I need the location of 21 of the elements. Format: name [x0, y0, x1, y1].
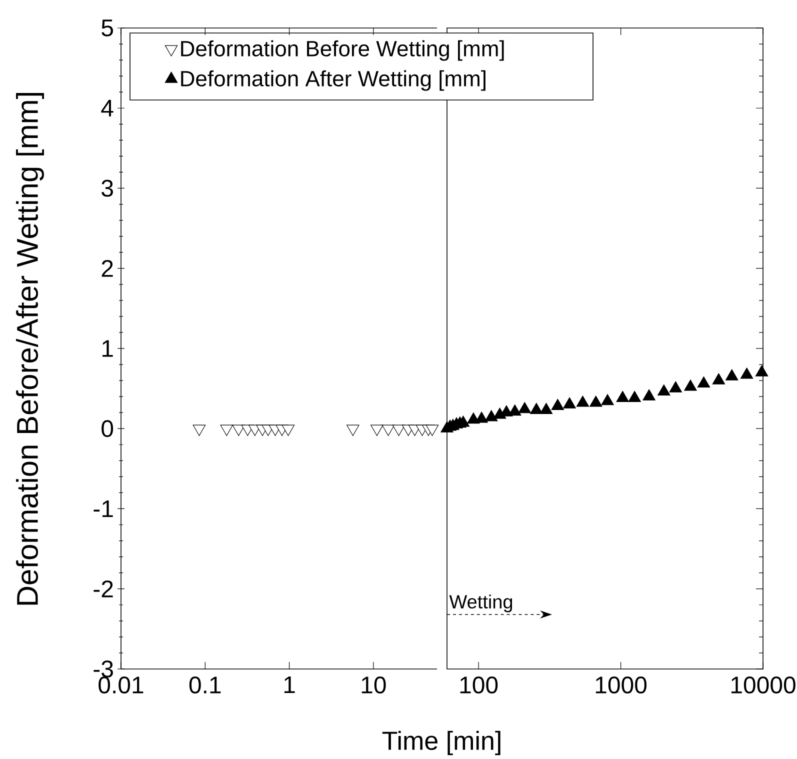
- y-tick-label: -3: [94, 660, 113, 678]
- x-tick-label: 100: [460, 676, 498, 694]
- y-axis-title: Deformation Before/After Wetting [mm]: [16, 93, 44, 605]
- y-tick-label: 1: [102, 340, 113, 357]
- y-tick-label: -1: [94, 500, 113, 517]
- y-tick-label: 3: [102, 180, 113, 197]
- y-tick-label: 2: [102, 260, 113, 277]
- y-tick-label: 5: [102, 20, 113, 36]
- x-tick-label: 1000: [596, 676, 647, 694]
- x-tick-label: 10: [362, 676, 386, 694]
- y-tick-label: -2: [94, 580, 113, 598]
- y-tick-label: 4: [101, 100, 114, 116]
- legend-label: Deformation After Wetting [mm]: [181, 70, 486, 91]
- x-tick-label: 1: [284, 676, 295, 694]
- annotation: Wetting: [449, 594, 512, 612]
- x-tick-label: 0.01: [98, 676, 144, 694]
- x-axis-title: Time [min]: [382, 730, 500, 756]
- x-tick-label: 10000: [731, 676, 796, 694]
- y-tick-label: 0: [102, 420, 114, 438]
- x-tick-label: 0.1: [189, 676, 221, 694]
- legend-label: Deformation Before Wetting [mm]: [181, 40, 504, 61]
